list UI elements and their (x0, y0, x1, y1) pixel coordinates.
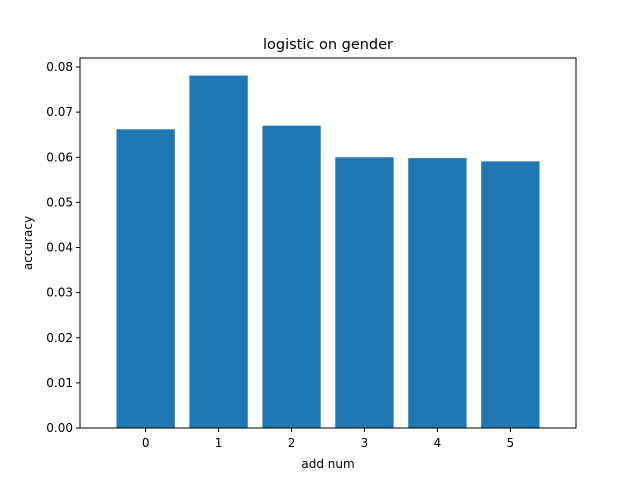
x-axis-label: add num (301, 457, 354, 471)
bar-5 (481, 161, 540, 428)
x-tick-label: 2 (288, 436, 296, 450)
x-tick-label: 3 (361, 436, 369, 450)
y-axis-label: accuracy (21, 216, 35, 270)
y-tick-label: 0.06 (46, 150, 73, 164)
bars-group (116, 75, 540, 429)
x-axis-ticks: 0 1 2 3 4 5 (142, 428, 514, 450)
x-tick-label: 1 (215, 436, 223, 450)
y-axis-ticks: 0.00 0.01 0.02 0.03 0.04 0.05 0.06 0.07 0.08 (46, 60, 80, 435)
bar-0 (116, 129, 175, 429)
x-tick-label: 4 (434, 436, 442, 450)
y-tick-label: 0.04 (46, 241, 73, 255)
x-tick-label: 5 (507, 436, 515, 450)
bar-1 (189, 75, 248, 428)
bar-2 (262, 125, 321, 429)
bar-4 (408, 158, 467, 429)
y-tick-label: 0.01 (46, 376, 73, 390)
x-tick-label: 0 (142, 436, 150, 450)
y-tick-label: 0.03 (46, 286, 73, 300)
y-tick-label: 0.02 (46, 331, 73, 345)
y-tick-label: 0.08 (46, 60, 73, 74)
y-tick-label: 0.05 (46, 195, 73, 209)
chart-title: logistic on gender (263, 37, 393, 53)
y-tick-label: 0.07 (46, 105, 73, 119)
bar-3 (335, 157, 394, 428)
y-tick-label: 0.00 (46, 421, 73, 435)
plot-frame (79, 57, 577, 429)
